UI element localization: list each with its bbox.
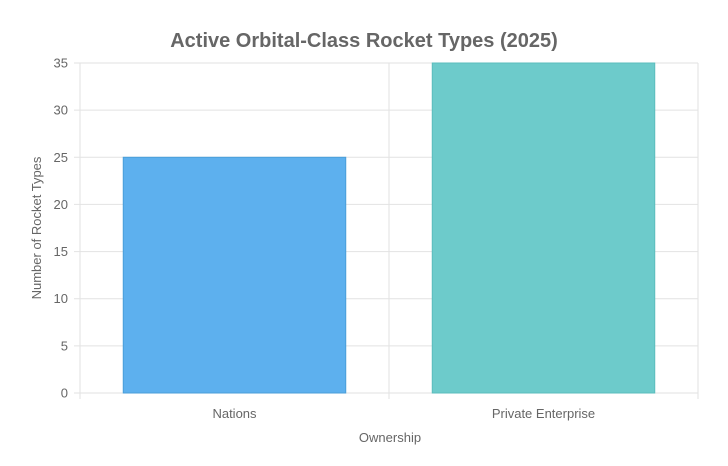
y-tick-label: 10	[54, 291, 68, 306]
y-axis-title: Number of Rocket Types	[29, 156, 44, 299]
x-tick-label: Private Enterprise	[492, 406, 595, 421]
y-tick-label: 20	[54, 197, 68, 212]
y-tick-label: 0	[61, 386, 68, 401]
x-tick-label: Nations	[212, 406, 257, 421]
x-axis-title: Ownership	[359, 430, 421, 445]
bar-private-enterprise[interactable]	[431, 62, 656, 394]
bar-layer	[122, 62, 656, 394]
tick-layer: 0 5 10 15 20 25 30 35 Nations Private Enterprise	[54, 56, 596, 422]
y-tick-label: 5	[61, 338, 68, 353]
y-tick-label: 35	[54, 56, 68, 71]
y-tick-label: 25	[54, 150, 68, 165]
y-tick-label: 30	[54, 103, 68, 118]
y-tick-label: 15	[54, 244, 68, 259]
bar-nations[interactable]	[122, 156, 347, 394]
chart-title: Active Orbital-Class Rocket Types (2025)	[170, 30, 558, 52]
